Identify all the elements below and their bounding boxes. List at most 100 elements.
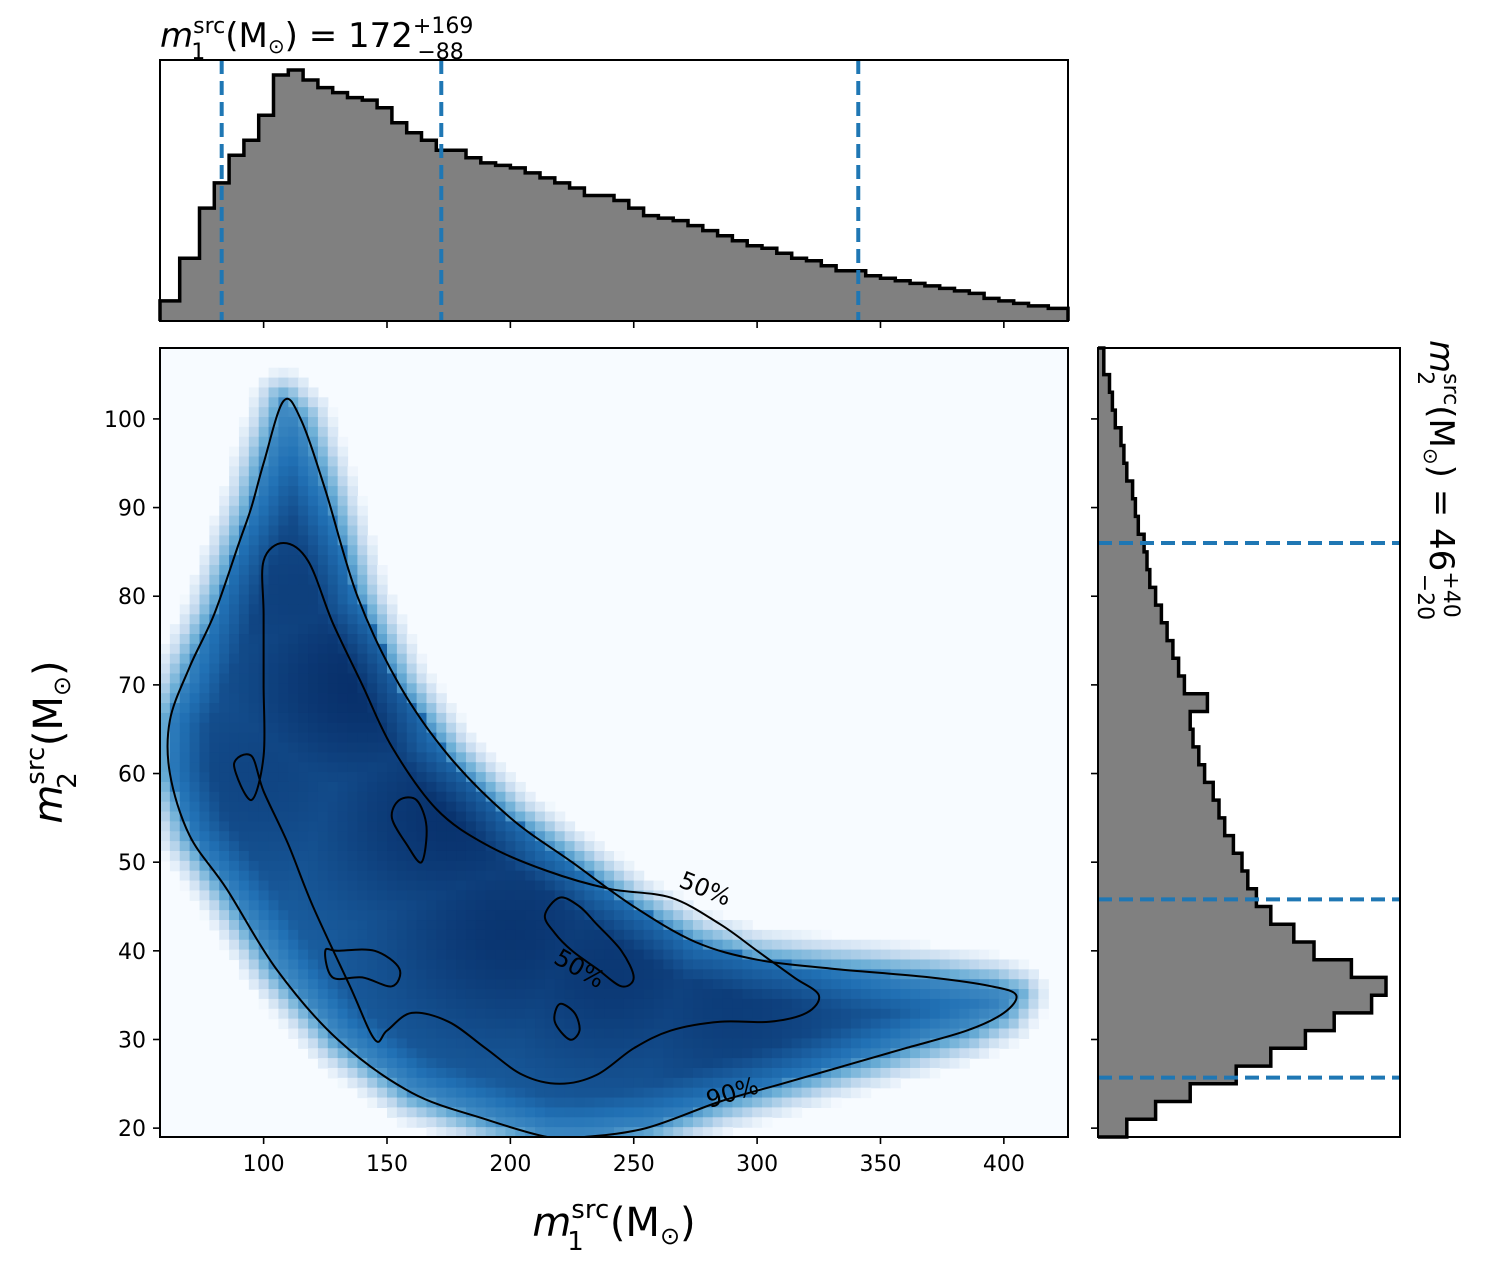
x-tick-label: 350 bbox=[859, 1152, 901, 1177]
heatmap-cell bbox=[416, 752, 428, 763]
heatmap-cell bbox=[357, 653, 368, 665]
heatmap-cell bbox=[327, 880, 339, 892]
heatmap-cell bbox=[426, 1107, 437, 1118]
heatmap-cell bbox=[298, 811, 309, 822]
heatmap-cell bbox=[367, 880, 378, 892]
heatmap-cell bbox=[604, 949, 615, 961]
heatmap-cell bbox=[702, 1087, 714, 1099]
heatmap-cell bbox=[683, 959, 694, 970]
heatmap-cell bbox=[495, 998, 507, 1010]
heatmap-cell bbox=[574, 979, 585, 990]
heatmap-cell bbox=[229, 643, 240, 655]
heatmap-cell bbox=[860, 1058, 872, 1069]
heatmap-cell bbox=[1008, 989, 1020, 1000]
heatmap-cell bbox=[673, 910, 684, 921]
heatmap-cell bbox=[288, 634, 299, 645]
heatmap-cell bbox=[465, 762, 477, 773]
heatmap-cell bbox=[337, 624, 349, 635]
heatmap-cell bbox=[643, 1038, 655, 1049]
heatmap-cell bbox=[574, 969, 585, 980]
heatmap-cell bbox=[347, 614, 358, 625]
top-marginal-histogram bbox=[158, 59, 1070, 328]
heatmap-cell bbox=[426, 900, 437, 911]
heatmap-cell bbox=[298, 860, 309, 872]
heatmap-cell bbox=[229, 466, 240, 477]
top-histogram-bar bbox=[495, 165, 511, 321]
heatmap-cell bbox=[515, 791, 526, 803]
heatmap-cell bbox=[416, 673, 428, 684]
heatmap-cell bbox=[692, 1038, 704, 1049]
heatmap-cell bbox=[278, 998, 289, 1010]
heatmap-cell bbox=[446, 712, 457, 724]
heatmap-cell bbox=[436, 1038, 447, 1049]
heatmap-cell bbox=[712, 1058, 724, 1069]
heatmap-cell bbox=[327, 791, 339, 803]
heatmap-cell bbox=[416, 880, 428, 892]
heatmap-cell bbox=[554, 841, 566, 852]
heatmap-cell bbox=[811, 1048, 822, 1059]
heatmap-cell bbox=[258, 910, 270, 921]
heatmap-cell bbox=[663, 1058, 674, 1069]
heatmap-cell bbox=[456, 910, 467, 921]
heatmap-cell bbox=[525, 1028, 536, 1039]
heatmap-cell bbox=[327, 712, 339, 724]
heatmap-cell bbox=[367, 624, 378, 635]
heatmap-cell bbox=[317, 397, 329, 408]
heatmap-cell bbox=[811, 979, 822, 990]
heatmap-cell bbox=[248, 634, 260, 645]
heatmap-cell bbox=[554, 949, 566, 961]
heatmap-cell bbox=[752, 1087, 763, 1099]
heatmap-cell bbox=[604, 890, 615, 901]
y-tick-label: 40 bbox=[118, 940, 146, 965]
heatmap-cell bbox=[288, 495, 299, 507]
heatmap-cell bbox=[683, 910, 694, 921]
heatmap-cell bbox=[278, 367, 289, 379]
heatmap-cell bbox=[456, 890, 467, 901]
heatmap-cell bbox=[268, 456, 280, 467]
heatmap-cell bbox=[337, 910, 349, 921]
heatmap-cell bbox=[633, 890, 645, 901]
heatmap-cell bbox=[327, 762, 339, 773]
heatmap-cell bbox=[209, 722, 220, 734]
heatmap-cell bbox=[564, 959, 576, 970]
heatmap-cell bbox=[465, 900, 477, 911]
heatmap-cell bbox=[515, 1117, 526, 1128]
heatmap-cell bbox=[248, 545, 260, 556]
heatmap-cell bbox=[219, 535, 230, 546]
heatmap-cell bbox=[426, 1087, 437, 1099]
top-histogram-bar bbox=[406, 132, 422, 322]
heatmap-cell bbox=[377, 693, 388, 704]
heatmap-cell bbox=[258, 417, 270, 428]
heatmap-cell bbox=[347, 821, 358, 832]
heatmap-cell bbox=[396, 693, 408, 704]
heatmap-cell bbox=[821, 959, 832, 970]
heatmap-cell bbox=[219, 515, 230, 527]
heatmap-cell bbox=[268, 594, 280, 606]
heatmap-cell bbox=[949, 949, 961, 961]
heatmap-cell bbox=[416, 959, 428, 970]
heatmap-cell bbox=[475, 811, 487, 822]
heatmap-cell bbox=[327, 1038, 339, 1049]
heatmap-cell bbox=[396, 998, 408, 1010]
heatmap-cell bbox=[278, 545, 289, 556]
heatmap-cell bbox=[614, 1038, 625, 1049]
heatmap-cell bbox=[771, 989, 783, 1000]
heatmap-cell bbox=[939, 969, 951, 980]
heatmap-cell bbox=[347, 949, 358, 961]
heatmap-cell bbox=[308, 683, 319, 694]
heatmap-cell bbox=[860, 979, 872, 990]
top-histogram-bar bbox=[924, 285, 941, 321]
right-histogram-bar bbox=[1098, 498, 1136, 517]
heatmap-cell bbox=[554, 969, 566, 980]
heatmap-cell bbox=[377, 762, 388, 773]
heatmap-cell bbox=[505, 900, 516, 911]
heatmap-cell bbox=[406, 860, 418, 872]
heatmap-cell bbox=[495, 1028, 507, 1039]
heatmap-cell bbox=[564, 860, 576, 872]
heatmap-cell bbox=[308, 772, 319, 783]
top-histogram-bar bbox=[317, 87, 334, 321]
heatmap-cell bbox=[673, 1097, 684, 1109]
heatmap-cell bbox=[781, 1067, 793, 1079]
heatmap-cell bbox=[219, 663, 230, 675]
heatmap-cell bbox=[673, 939, 684, 951]
